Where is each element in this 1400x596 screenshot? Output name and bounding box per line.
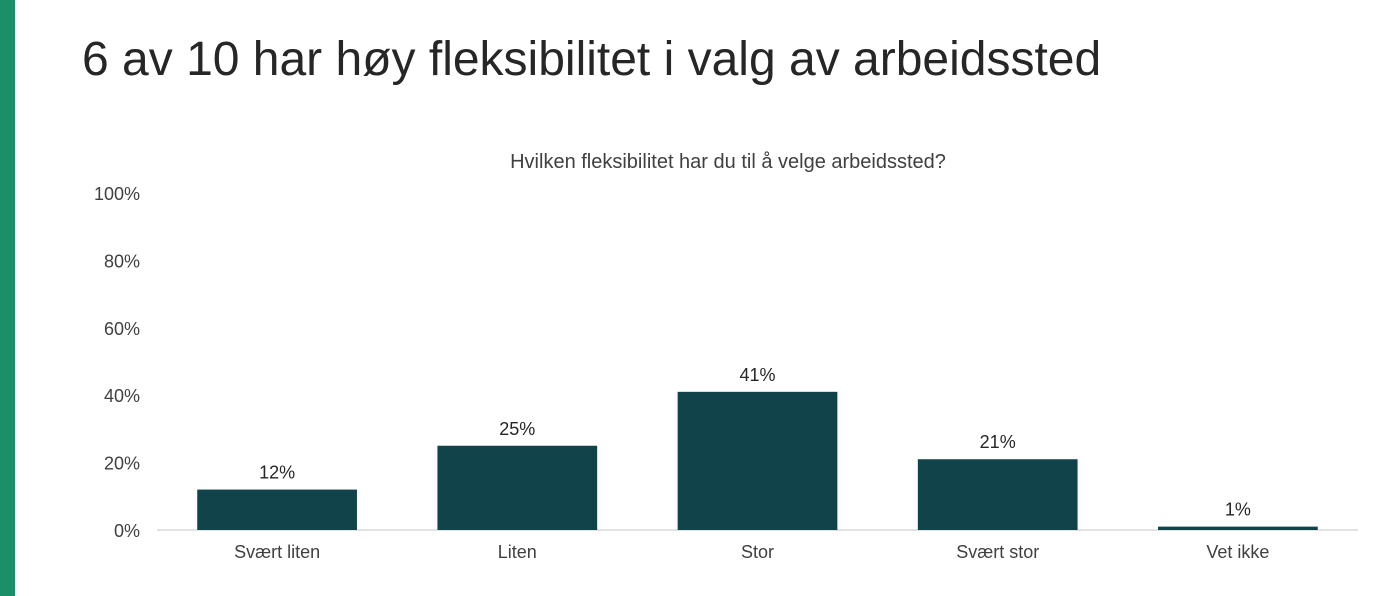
data-label: 41% [739, 365, 775, 385]
y-tick-label: 100% [94, 184, 140, 204]
accent-bar [0, 0, 15, 596]
x-tick-label: Svært liten [234, 542, 320, 562]
bars-group [197, 391, 1318, 530]
y-axis-ticks: 0% 20% 40% 60% 80% 100% [94, 184, 140, 541]
x-tick-label: Svært stor [956, 542, 1039, 562]
bar [1158, 526, 1318, 530]
bar [197, 489, 357, 530]
data-label: 12% [259, 463, 295, 483]
bar [437, 445, 598, 530]
chart-title: Hvilken fleksibilitet har du til å velge… [510, 151, 946, 173]
data-label: 1% [1225, 500, 1251, 520]
x-tick-label: Vet ikke [1206, 542, 1269, 562]
x-tick-label: Liten [498, 542, 537, 562]
data-label: 21% [980, 432, 1016, 452]
y-tick-label: 80% [104, 251, 140, 271]
bar [677, 391, 838, 530]
x-tick-label: Stor [741, 542, 774, 562]
y-tick-label: 60% [104, 319, 140, 339]
data-label: 25% [499, 419, 535, 439]
y-tick-label: 0% [114, 521, 140, 541]
bar [917, 459, 1078, 530]
x-axis-labels: Svært liten Liten Stor Svært stor Vet ikke [234, 542, 1269, 562]
y-tick-label: 20% [104, 454, 140, 474]
data-labels-group: 12% 25% 41% 21% 1% [259, 365, 1251, 520]
slide-title: 6 av 10 har høy fleksibilitet i valg av … [82, 33, 1102, 86]
y-tick-label: 40% [104, 386, 140, 406]
